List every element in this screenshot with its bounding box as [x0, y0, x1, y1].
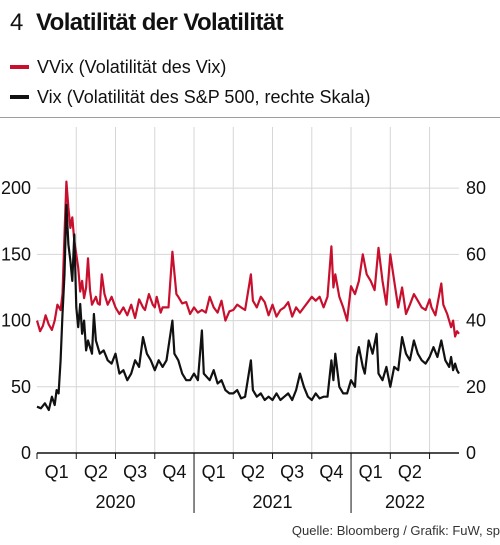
x-tick-label-quarter: Q1 [202, 462, 226, 482]
x-tick-label-quarter: Q3 [280, 462, 304, 482]
source-note: Quelle: Bloomberg / Grafik: FuW, sp [291, 523, 500, 538]
series-line-vvix [35, 180, 460, 338]
y-right-tick-label: 0 [466, 443, 476, 463]
series-line-vix [36, 203, 460, 412]
x-tick-label-quarter: Q1 [359, 462, 383, 482]
y-left-tick-label: 0 [21, 443, 31, 463]
chart-title: Volatilität der Volatilität [36, 9, 284, 36]
y-right-tick-label: 80 [466, 178, 486, 198]
y-right-tick-label: 40 [466, 311, 486, 331]
legend-item-vix: Vix (Volatilität des S&P 500, rechte Ska… [10, 85, 371, 109]
x-tick-label-year: 2022 [385, 492, 425, 512]
chart-header: 4 Volatilität der Volatilität VVix (Vola… [0, 0, 500, 112]
x-tick-label-quarter: Q4 [319, 462, 343, 482]
x-tick-label-quarter: Q3 [123, 462, 147, 482]
x-tick-label-quarter: Q4 [162, 462, 186, 482]
header-divider [0, 117, 500, 118]
x-tick-label-quarter: Q2 [84, 462, 108, 482]
y-right-tick-label: 20 [466, 377, 486, 397]
legend-swatch-vix [10, 95, 29, 100]
y-right-tick-label: 60 [466, 244, 486, 264]
legend-label-vix: Vix (Volatilität des S&P 500, rechte Ska… [37, 87, 371, 107]
figure-number: 4 [10, 9, 24, 36]
x-tick-label-year: 2021 [253, 492, 293, 512]
x-tick-label-year: 2020 [95, 492, 135, 512]
y-left-tick-label: 50 [11, 377, 31, 397]
x-tick-label-quarter: Q1 [45, 462, 69, 482]
y-left-tick-label: 150 [1, 244, 31, 264]
chart-plot: 0 50 100 150 200 0 20 40 60 80 Q1 Q2 Q3 Q4 Q1 Q2 Q3 Q4 Q1 Q… [1, 127, 486, 513]
y-left-tick-label: 100 [1, 311, 31, 331]
legend-label-vvix: VVix (Volatilität des Vix) [37, 57, 227, 77]
x-tick-label-quarter: Q2 [398, 462, 422, 482]
y-left-tick-label: 200 [1, 178, 31, 198]
x-tick-label-quarter: Q2 [241, 462, 265, 482]
chart-title-row: 4 Volatilität der Volatilität [10, 8, 284, 38]
legend-swatch-vvix [10, 65, 29, 70]
legend-item-vvix: VVix (Volatilität des Vix) [10, 55, 226, 79]
